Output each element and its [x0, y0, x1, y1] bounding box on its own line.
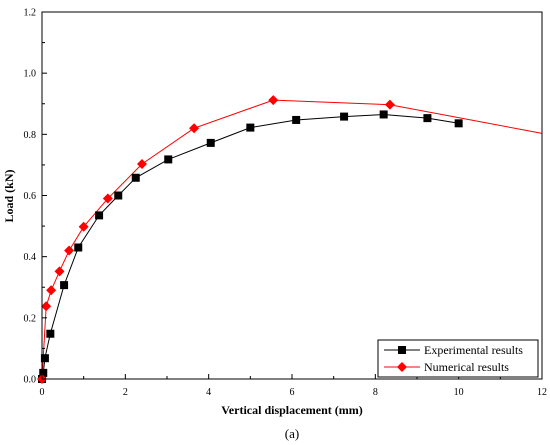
data-point-experimental	[206, 138, 215, 147]
data-point-numerical	[78, 221, 89, 232]
data-point-experimental	[40, 354, 49, 363]
series-line-numerical	[41, 99, 543, 380]
legend-marker-experimental	[398, 346, 406, 354]
legend-marker-numerical	[397, 362, 407, 372]
x-tick-label: 6	[290, 387, 295, 398]
y-tick-label: 0.4	[24, 252, 37, 263]
series-markers	[37, 95, 463, 384]
data-point-numerical	[102, 193, 113, 204]
data-point-experimental	[246, 123, 255, 132]
y-tick-label: 0.8	[24, 130, 37, 141]
data-point-numerical	[46, 285, 57, 296]
data-point-experimental	[423, 114, 432, 123]
data-point-numerical	[189, 123, 200, 134]
data-point-numerical	[64, 245, 75, 256]
legend-label-numerical: Numerical results	[424, 360, 509, 374]
data-point-experimental	[454, 119, 463, 128]
y-axis-title: Load (kN)	[2, 169, 16, 222]
x-tick-label: 0	[40, 387, 45, 398]
legend: Experimental results Numerical results	[377, 339, 539, 378]
data-point-experimental	[292, 115, 301, 124]
data-point-experimental	[164, 155, 173, 164]
y-tick-label: 0.2	[24, 313, 37, 324]
data-point-experimental	[74, 243, 83, 252]
x-tick-label: 4	[206, 387, 211, 398]
data-point-numerical	[384, 99, 395, 110]
x-tick-label: 12	[537, 387, 547, 398]
data-point-experimental	[39, 368, 48, 377]
legend-label-experimental: Experimental results	[424, 343, 523, 357]
x-tick-label: 2	[123, 387, 128, 398]
series-line-experimental	[41, 113, 459, 380]
data-point-experimental	[340, 112, 349, 121]
data-point-numerical	[137, 158, 147, 169]
x-tick-label: 10	[454, 387, 464, 398]
data-point-experimental	[379, 110, 388, 119]
y-axis: 0.0 0.2 0.4 0.6 0.8 1.0 1.2	[24, 8, 47, 386]
y-tick-label: 1.2	[24, 8, 37, 19]
x-tick-label: 8	[373, 387, 378, 398]
data-point-experimental	[46, 329, 55, 338]
y-tick-label: 0.6	[24, 191, 37, 202]
data-point-numerical	[41, 301, 52, 312]
y-tick-label: 1.0	[24, 69, 37, 80]
x-axis: 0 2 4 6 8 10 12	[40, 374, 547, 398]
data-point-experimental	[60, 281, 69, 290]
figure-caption: (a)	[285, 426, 299, 441]
data-point-experimental	[95, 211, 104, 220]
x-axis-title: Vertical displacement (mm)	[221, 403, 363, 417]
y-tick-label: 0.0	[24, 375, 37, 386]
data-point-experimental	[114, 191, 123, 200]
data-point-experimental	[131, 173, 140, 182]
series-lines	[41, 99, 543, 380]
data-point-numerical	[54, 266, 65, 277]
data-point-numerical	[268, 95, 279, 106]
